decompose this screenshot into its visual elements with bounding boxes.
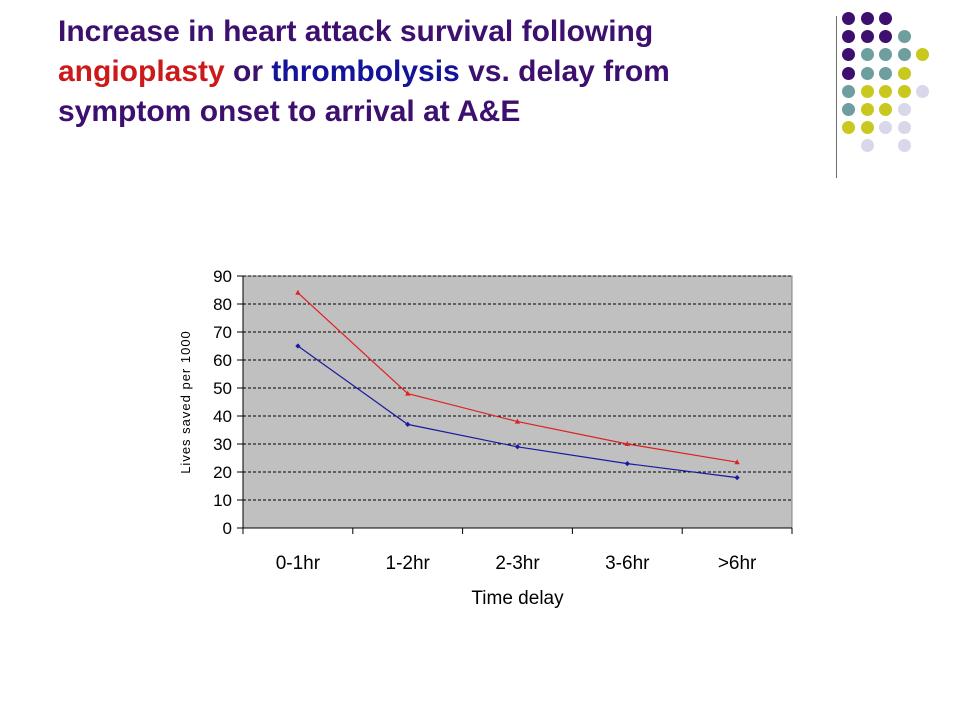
- decorative-dot: [842, 48, 855, 62]
- y-tick-label: 60: [213, 351, 232, 370]
- decorative-dot: [916, 48, 929, 62]
- decorative-dot: [897, 103, 911, 116]
- y-axis-ticks: 0 10 20 30 40 50 60 70 80 90: [213, 267, 243, 538]
- y-tick-label: 20: [213, 463, 232, 482]
- decorative-dot: [842, 103, 855, 116]
- title-line-1: Increase in heart attack survival follow…: [58, 15, 654, 48]
- data-point: [295, 289, 301, 295]
- plot-area: [242, 275, 793, 529]
- data-point: [295, 343, 301, 349]
- decorative-dot-grid: [842, 12, 952, 162]
- decorative-dot: [842, 30, 855, 44]
- slide-title: Increase in heart attack survival follow…: [58, 12, 828, 132]
- data-point: [624, 441, 630, 446]
- decorative-dot: [842, 121, 855, 135]
- decorative-dot: [897, 66, 911, 80]
- title-or: or: [224, 55, 272, 88]
- series-1: [295, 289, 740, 465]
- decorative-dot: [897, 139, 911, 153]
- decorative-dot: [897, 48, 911, 62]
- decorative-dot: [860, 48, 874, 62]
- x-tick-label: 2-3hr: [495, 553, 540, 574]
- y-tick-label: 80: [213, 295, 232, 314]
- decorative-dot: [860, 84, 874, 98]
- decorative-dot: [879, 66, 892, 80]
- decorative-dot: [860, 139, 874, 153]
- decorative-dot: [860, 66, 874, 80]
- title-thrombolysis: thrombolysis: [271, 55, 460, 88]
- decorative-dot: [897, 84, 911, 98]
- decorative-dot: [860, 103, 874, 116]
- decorative-dot: [842, 12, 855, 25]
- series-2: [295, 343, 740, 481]
- data-point: [514, 418, 521, 424]
- data-point: [405, 390, 411, 396]
- decorative-dot: [860, 121, 874, 135]
- data-point: [734, 459, 740, 465]
- data-point: [624, 461, 630, 467]
- decorative-dot: [879, 84, 892, 98]
- data-point: [514, 444, 521, 450]
- title-line-3: symptom onset to arrival at A&E: [58, 95, 521, 128]
- x-axis-title: Time delay: [471, 588, 564, 609]
- decorative-dot: [842, 84, 855, 98]
- decorative-dot: [879, 48, 892, 62]
- decorative-dot: [897, 121, 911, 135]
- decorative-dot: [879, 30, 892, 44]
- axes: [242, 276, 792, 529]
- x-axis-ticks: 0-1hr 1-2hr 2-3hr 3-6hr >6hr: [242, 528, 793, 574]
- decorative-dot: [879, 12, 892, 25]
- decorative-dot: [897, 30, 911, 44]
- decorative-dot: [879, 103, 892, 116]
- y-tick-label: 90: [213, 267, 232, 286]
- y-tick-label: 70: [213, 323, 232, 342]
- decorative-dot: [860, 30, 874, 44]
- y-tick-label: 10: [213, 491, 232, 510]
- title-divider: [836, 16, 837, 178]
- decorative-dot: [879, 121, 892, 135]
- x-tick-label: 1-2hr: [386, 553, 431, 574]
- y-tick-label: 50: [213, 379, 232, 398]
- x-tick-label: 0-1hr: [276, 553, 321, 574]
- decorative-dot: [860, 12, 874, 25]
- data-point: [734, 475, 740, 481]
- series: [295, 289, 740, 481]
- title-line-2-rest: vs. delay from: [459, 55, 670, 88]
- decorative-dot: [842, 66, 855, 80]
- y-tick-label: 40: [213, 407, 232, 426]
- y-tick-label: 30: [213, 435, 232, 454]
- decorative-dot: [916, 84, 929, 98]
- data-point: [405, 421, 411, 427]
- y-tick-label: 0: [223, 519, 232, 538]
- x-tick-label: 3-6hr: [605, 553, 650, 574]
- y-axis-title: Lives saved per 1000: [178, 330, 193, 474]
- title-angioplasty: angioplasty: [58, 55, 225, 88]
- x-tick-label: >6hr: [718, 553, 757, 574]
- gridlines: [243, 275, 792, 501]
